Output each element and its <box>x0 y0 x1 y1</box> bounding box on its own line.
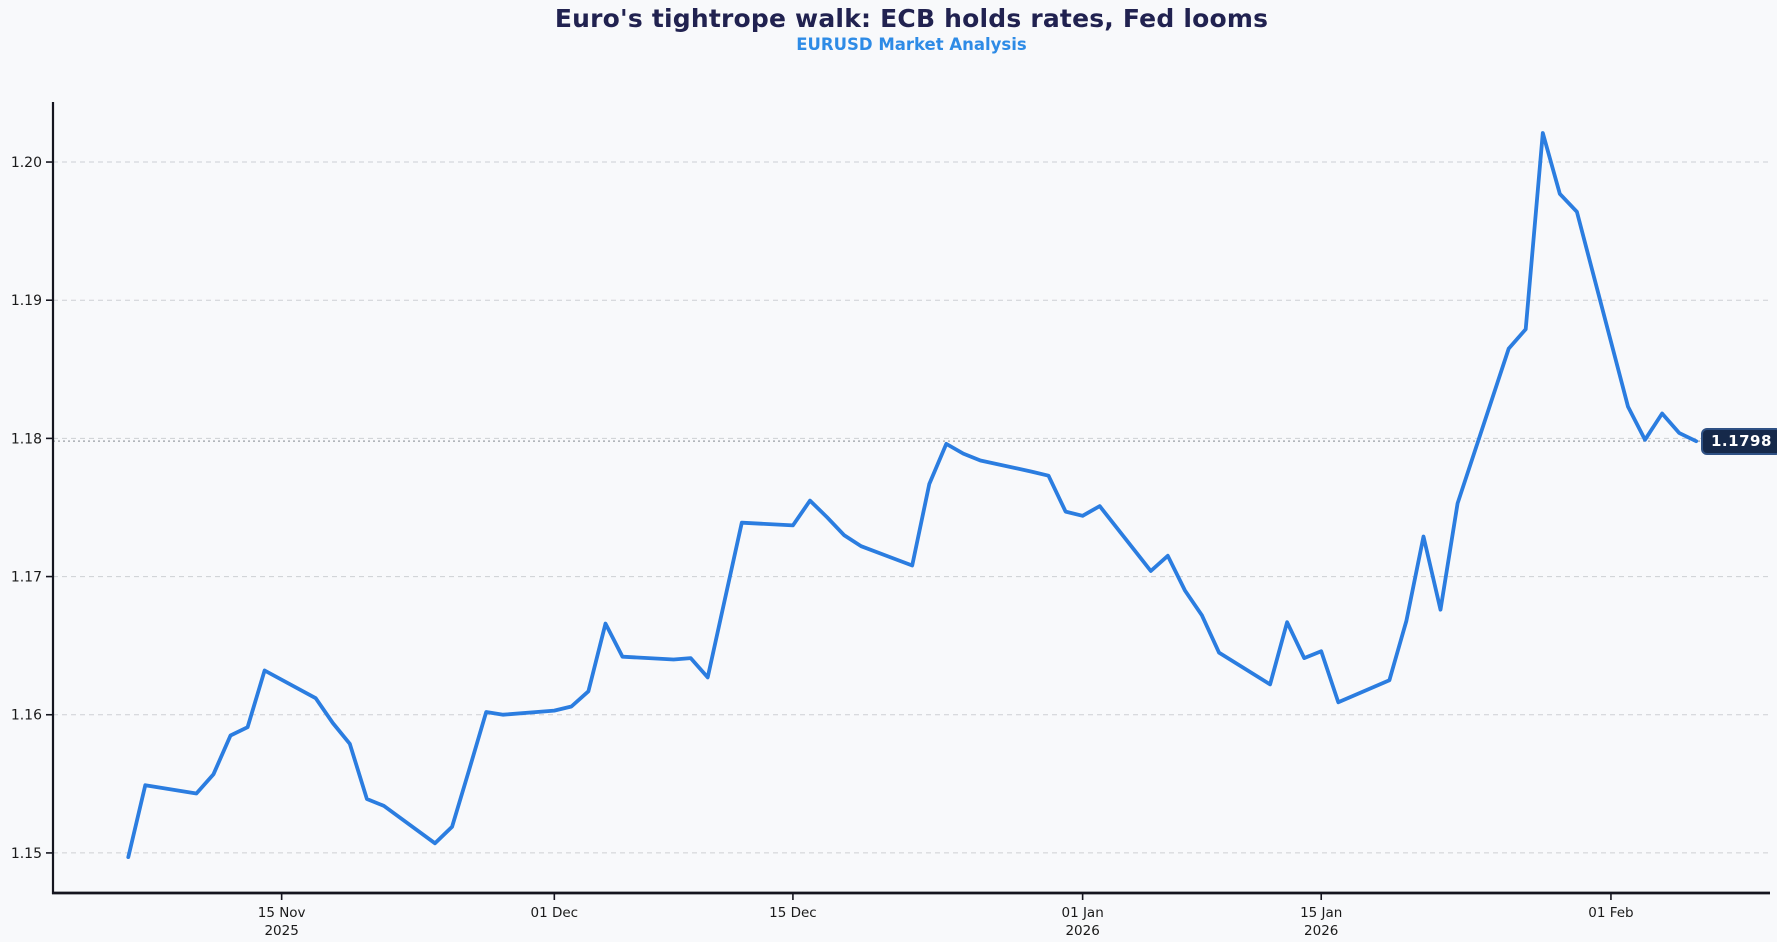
chart-subtitle: EURUSD Market Analysis <box>796 35 1027 54</box>
x-tick-year-label: 2026 <box>1304 923 1338 939</box>
y-tick-label: 1.19 <box>11 293 42 309</box>
x-tick-label: 01 Jan <box>1061 905 1103 921</box>
x-tick-year-label: 2025 <box>264 923 298 939</box>
price-line <box>126 131 1699 859</box>
x-tick-label: 15 Jan <box>1300 905 1342 921</box>
chart-title: Euro's tightrope walk: ECB holds rates, … <box>554 4 1269 33</box>
y-tick-label: 1.15 <box>11 846 42 862</box>
y-tick-label: 1.20 <box>11 155 42 171</box>
y-tick-label: 1.16 <box>11 708 42 724</box>
x-tick-label: 15 Dec <box>769 905 817 921</box>
x-tick-year-label: 2026 <box>1065 923 1099 939</box>
last-price-label: 1.1798 <box>1701 427 1777 455</box>
x-tick-label: 01 Feb <box>1588 905 1633 921</box>
y-tick-label: 1.18 <box>11 431 42 447</box>
y-tick-label: 1.17 <box>11 570 42 586</box>
x-tick-label: 01 Dec <box>531 905 579 921</box>
x-tick-label: 15 Nov <box>258 905 306 921</box>
